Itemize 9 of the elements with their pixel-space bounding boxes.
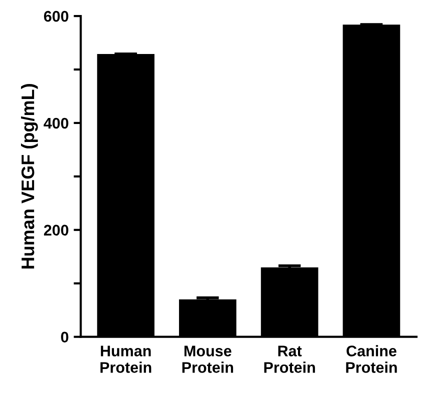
- x-tick-label: Canine Protein: [346, 345, 397, 373]
- x-tick-label: Human Protein: [100, 346, 152, 373]
- y-tick-label: 200: [44, 224, 68, 236]
- x-tick-label: Mouse Protein: [182, 346, 234, 373]
- y-axis-title: Human VEGF (pg/mL): [20, 84, 38, 269]
- y-tick-label: 400: [44, 118, 68, 129]
- y-tick-label: 0: [61, 332, 68, 343]
- x-tick-label: Rat Protein: [264, 346, 315, 373]
- y-tick-label: 600: [44, 10, 68, 22]
